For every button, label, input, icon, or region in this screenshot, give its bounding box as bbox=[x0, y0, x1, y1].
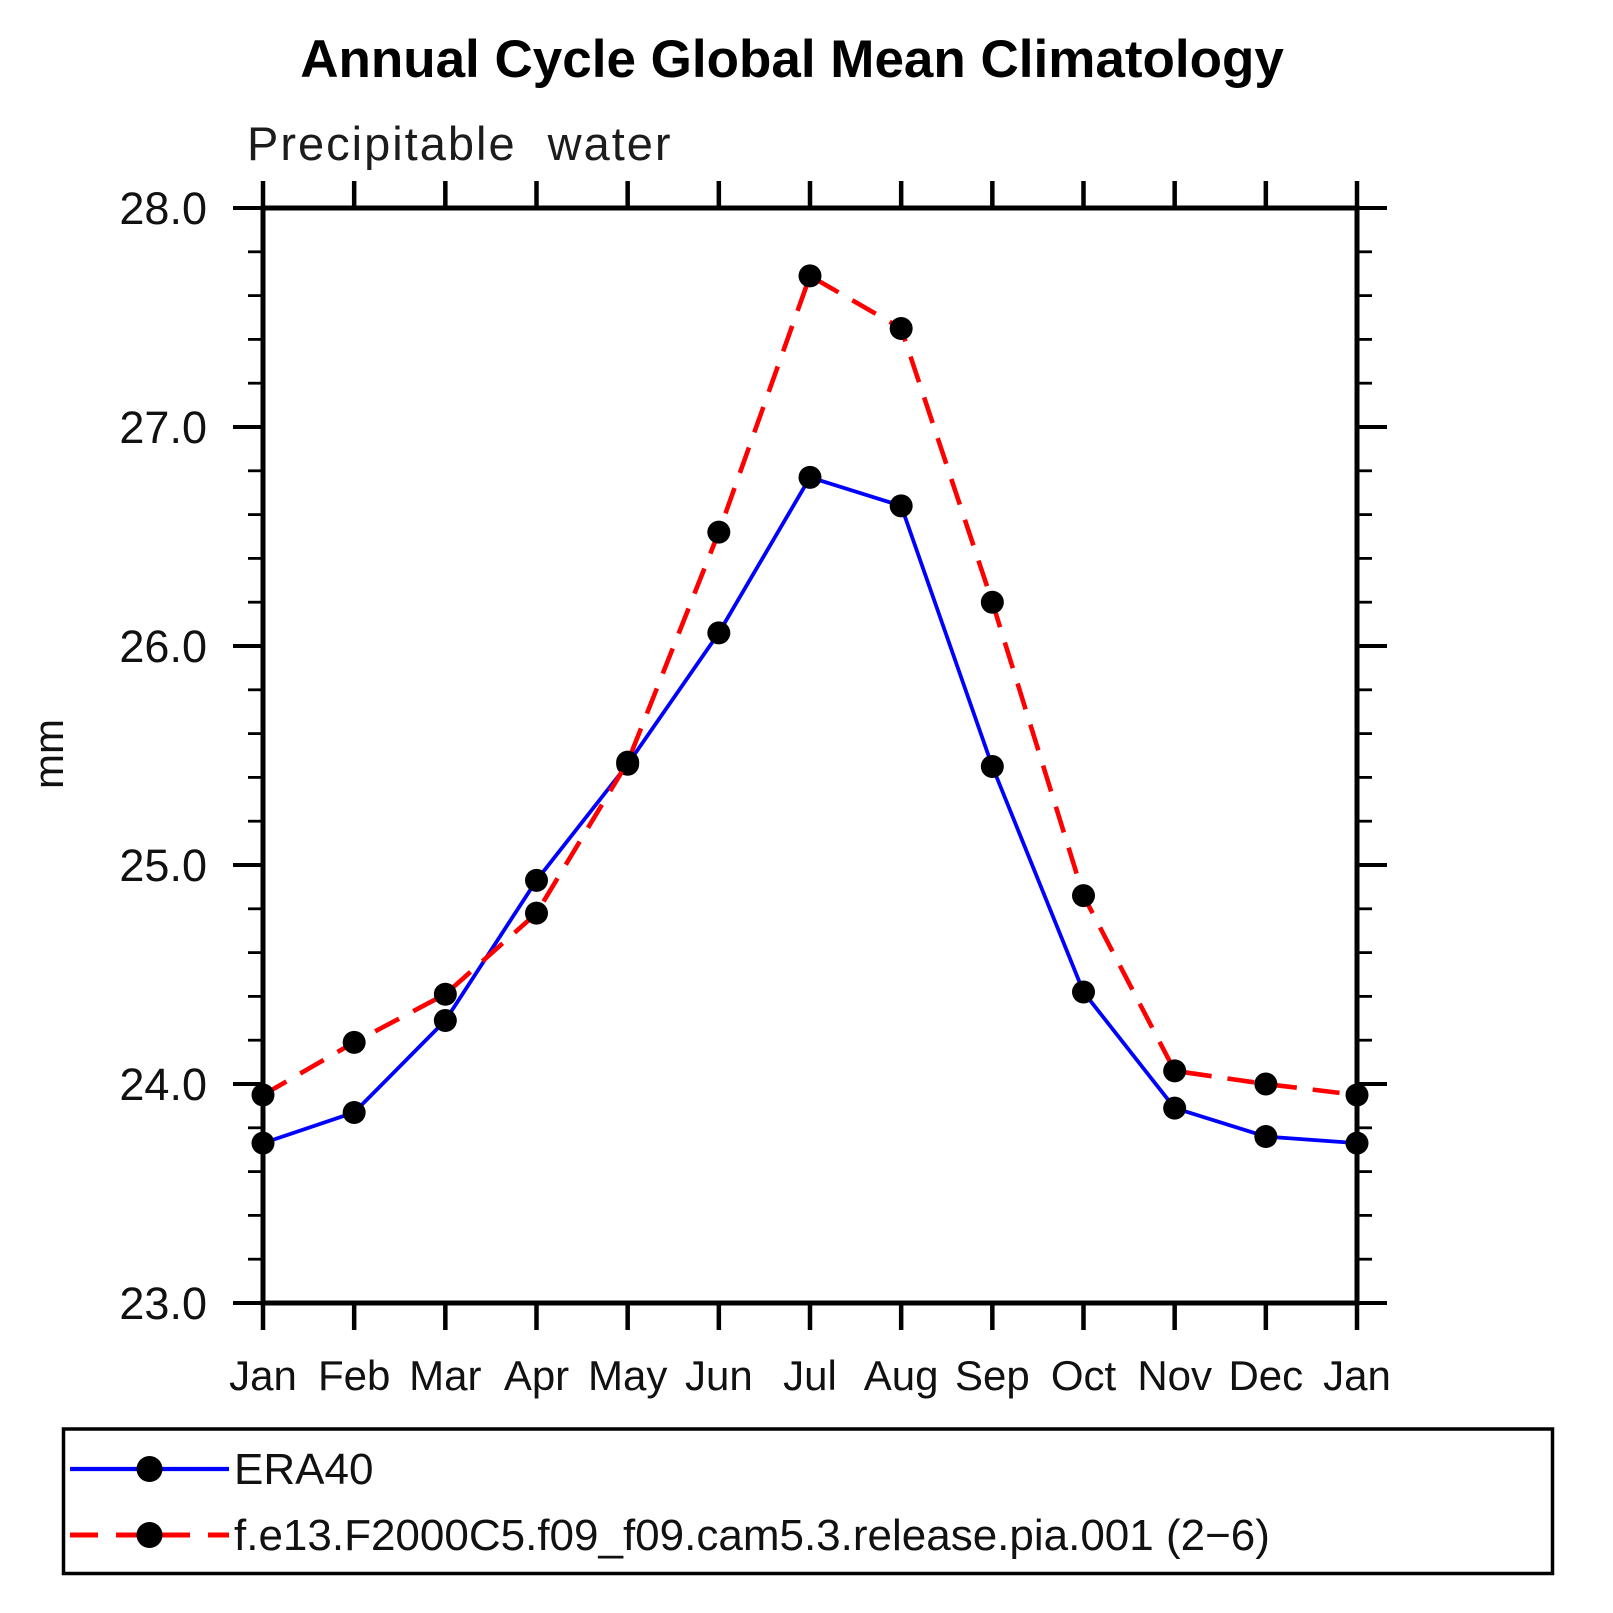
y-axis-tick-label: 23.0 bbox=[119, 1278, 207, 1329]
y-axis-tick-label: 25.0 bbox=[119, 840, 207, 891]
x-axis-month-label: Jul bbox=[783, 1352, 837, 1399]
x-axis-month-label: Apr bbox=[504, 1352, 569, 1399]
data-point-marker bbox=[342, 1100, 366, 1124]
data-point-marker bbox=[251, 1083, 275, 1107]
data-point-marker bbox=[1254, 1072, 1278, 1096]
x-axis-month-label: Aug bbox=[864, 1352, 939, 1399]
legend-box bbox=[61, 1427, 1555, 1576]
data-point-marker bbox=[707, 621, 731, 645]
legend-marker-dot bbox=[136, 1456, 163, 1482]
x-axis-month-label: Oct bbox=[1051, 1352, 1117, 1399]
data-point-marker bbox=[342, 1030, 366, 1054]
y-axis-label: mm bbox=[25, 719, 72, 789]
data-point-marker bbox=[889, 316, 913, 340]
legend-label-model: f.e13.F2000C5.f09_f09.cam5.3.release.pia… bbox=[234, 1511, 1270, 1560]
x-axis-month-label: Jun bbox=[685, 1352, 753, 1399]
x-axis-month-label: Sep bbox=[955, 1352, 1030, 1399]
data-point-marker bbox=[707, 520, 731, 544]
data-point-marker bbox=[1254, 1125, 1278, 1149]
data-point-marker bbox=[525, 901, 548, 925]
chart-subtitle: Precipitable water bbox=[247, 117, 673, 170]
y-axis-tick-label: 28.0 bbox=[119, 183, 207, 234]
x-axis-month-label: Jan bbox=[1323, 1352, 1391, 1399]
plot-frame bbox=[260, 205, 1360, 1306]
data-point-marker bbox=[1072, 980, 1095, 1004]
chart-title: Annual Cycle Global Mean Climatology bbox=[300, 30, 1284, 89]
legend-label-era40: ERA40 bbox=[234, 1445, 373, 1494]
data-point-marker bbox=[798, 264, 822, 288]
data-point-marker bbox=[251, 1131, 275, 1155]
series-line-0 bbox=[262, 475, 1358, 1146]
axes-layer: 23.0 24.0 25.0 26.0 27.0 28.0 Jan Feb Mar Apr May J… bbox=[119, 181, 1391, 1399]
data-point-marker bbox=[980, 754, 1004, 778]
data-point-marker bbox=[616, 750, 640, 774]
data-point-marker bbox=[798, 465, 822, 489]
y-axis-tick-label: 26.0 bbox=[119, 621, 207, 672]
y-axis-tick-label: 27.0 bbox=[119, 402, 207, 453]
x-axis-month-label: Jan bbox=[229, 1352, 297, 1399]
data-point-marker bbox=[889, 494, 913, 518]
data-point-marker bbox=[1345, 1083, 1369, 1107]
x-axis-month-label: Nov bbox=[1137, 1352, 1212, 1399]
data-point-marker bbox=[1163, 1059, 1187, 1083]
legend-marker-dot bbox=[136, 1522, 163, 1548]
data-point-marker bbox=[433, 982, 457, 1006]
legend: ERA40 f.e13.F2000C5.f09_f09.cam5.3.relea… bbox=[61, 1427, 1555, 1576]
series-line-1 bbox=[261, 273, 1358, 1098]
x-axis-month-label: Dec bbox=[1228, 1352, 1303, 1399]
data-point-marker bbox=[980, 590, 1004, 614]
data-point-marker bbox=[1345, 1131, 1369, 1155]
x-axis-month-label: May bbox=[588, 1352, 667, 1399]
data-point-marker bbox=[1072, 884, 1095, 908]
x-axis-month-label: Feb bbox=[318, 1352, 390, 1399]
data-point-marker bbox=[1163, 1096, 1187, 1120]
legend-markers bbox=[70, 1456, 229, 1548]
data-point-marker bbox=[525, 868, 548, 892]
x-axis-month-label: Mar bbox=[409, 1352, 481, 1399]
series-layer bbox=[251, 264, 1369, 1155]
data-point-marker bbox=[433, 1008, 457, 1032]
y-axis-tick-label: 24.0 bbox=[119, 1059, 207, 1110]
